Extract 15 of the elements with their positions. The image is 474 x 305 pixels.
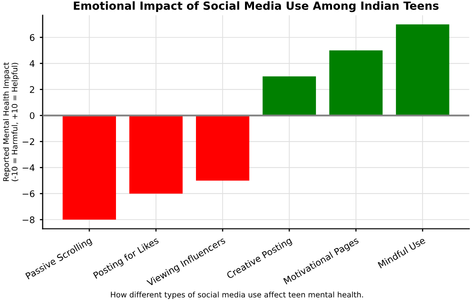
bar	[262, 76, 316, 116]
y-tick-label: 2	[30, 86, 34, 93]
y-tick-label: −6	[22, 190, 34, 198]
y-tick-label: 0	[30, 112, 34, 120]
y-tick-label: 4	[30, 60, 35, 67]
chart-title: Emotional Impact of Social Media Use Among Indian Teens	[74, 1, 439, 12]
y-tick-label: −2	[22, 138, 34, 145]
y-tick-label: 6	[30, 34, 34, 41]
y-tick-label: −4	[22, 164, 35, 171]
bar	[196, 115, 250, 181]
bar	[129, 115, 183, 194]
y-tick-label: −8	[22, 216, 34, 224]
bar	[329, 50, 383, 116]
bar	[396, 24, 450, 116]
bar	[62, 115, 116, 220]
